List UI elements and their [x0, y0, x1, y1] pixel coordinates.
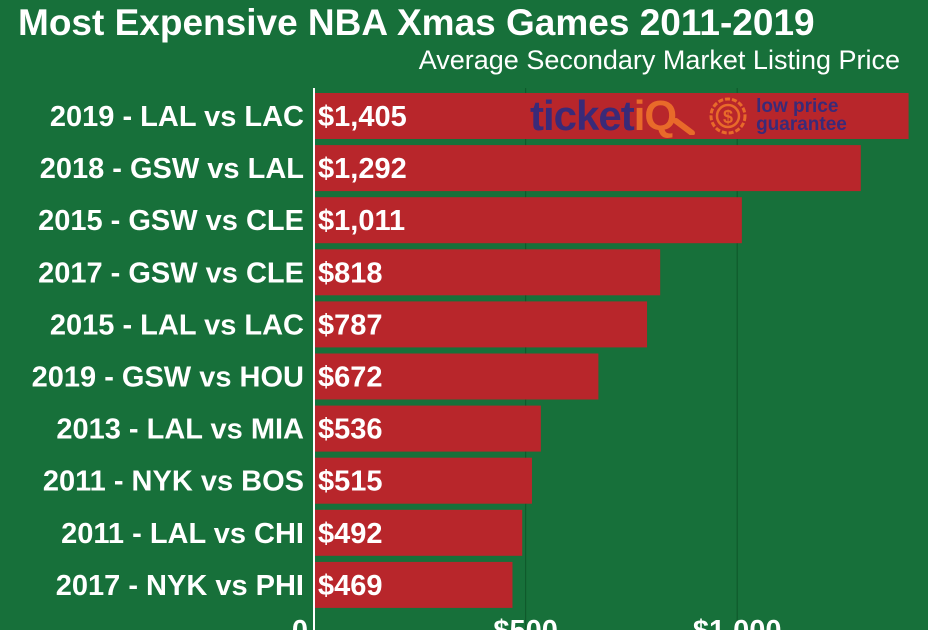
category-label: 2013 - LAL vs MIA [56, 414, 304, 446]
bar [314, 301, 648, 348]
category-label: 2019 - GSW vs HOU [32, 362, 304, 394]
bar [314, 249, 661, 296]
bar [314, 561, 513, 608]
svg-text:$: $ [723, 107, 733, 127]
logo-tagline-line2: guarantee [756, 114, 847, 135]
x-tick-label: $1,000 [693, 615, 782, 630]
category-label: 2018 - GSW vs LAL [40, 153, 304, 185]
bar-layer [314, 93, 909, 608]
chart-title: Most Expensive NBA Xmas Games 2011-2019 [18, 2, 815, 43]
value-label: $1,011 [318, 205, 405, 237]
logo-word-accent: iQ [633, 92, 677, 139]
category-label: 2011 - LAL vs CHI [61, 518, 304, 550]
logo-wordmark: ticketiQ [530, 92, 677, 139]
value-label: $492 [318, 518, 383, 550]
bar [314, 509, 523, 556]
bar [314, 145, 861, 192]
value-label: $787 [318, 309, 383, 341]
category-label: 2015 - GSW vs CLE [38, 205, 304, 237]
category-label: 2017 - GSW vs CLE [38, 257, 304, 289]
value-label: $1,405 [318, 101, 407, 133]
bar [314, 457, 532, 504]
ticketiq-logo: ticketiQ $ low price guarantee [530, 90, 905, 142]
logo-word-main: ticket [530, 92, 635, 139]
bar [314, 353, 599, 400]
value-label: $515 [318, 466, 383, 498]
logo-tagline: low price guarantee [756, 95, 847, 135]
bar [314, 405, 541, 452]
category-label: 2011 - NYK vs BOS [43, 466, 304, 498]
logo-tagline-line1: low price [756, 95, 839, 117]
chart-subtitle: Average Secondary Market Listing Price [418, 45, 900, 75]
dollar-badge-icon: $ [709, 97, 747, 135]
value-label: $672 [318, 362, 383, 394]
x-tick-label: $500 [493, 615, 558, 630]
value-label: $536 [318, 414, 383, 446]
bar [314, 197, 742, 244]
value-label: $1,292 [318, 153, 407, 185]
category-label: 2019 - LAL vs LAC [50, 101, 304, 133]
label-layer: 2019 - LAL vs LAC $1,405 2018 - GSW vs LAL… [32, 101, 407, 602]
category-label: 2015 - LAL vs LAC [50, 309, 304, 341]
value-label: $818 [318, 257, 383, 289]
category-label: 2017 - NYK vs PHI [56, 570, 304, 602]
tick-layer: 0 $500 $1,000 [292, 88, 782, 630]
x-tick-label: 0 [292, 615, 308, 630]
bar [314, 93, 909, 139]
value-label: $469 [318, 570, 383, 602]
magnifier-icon [673, 118, 696, 135]
